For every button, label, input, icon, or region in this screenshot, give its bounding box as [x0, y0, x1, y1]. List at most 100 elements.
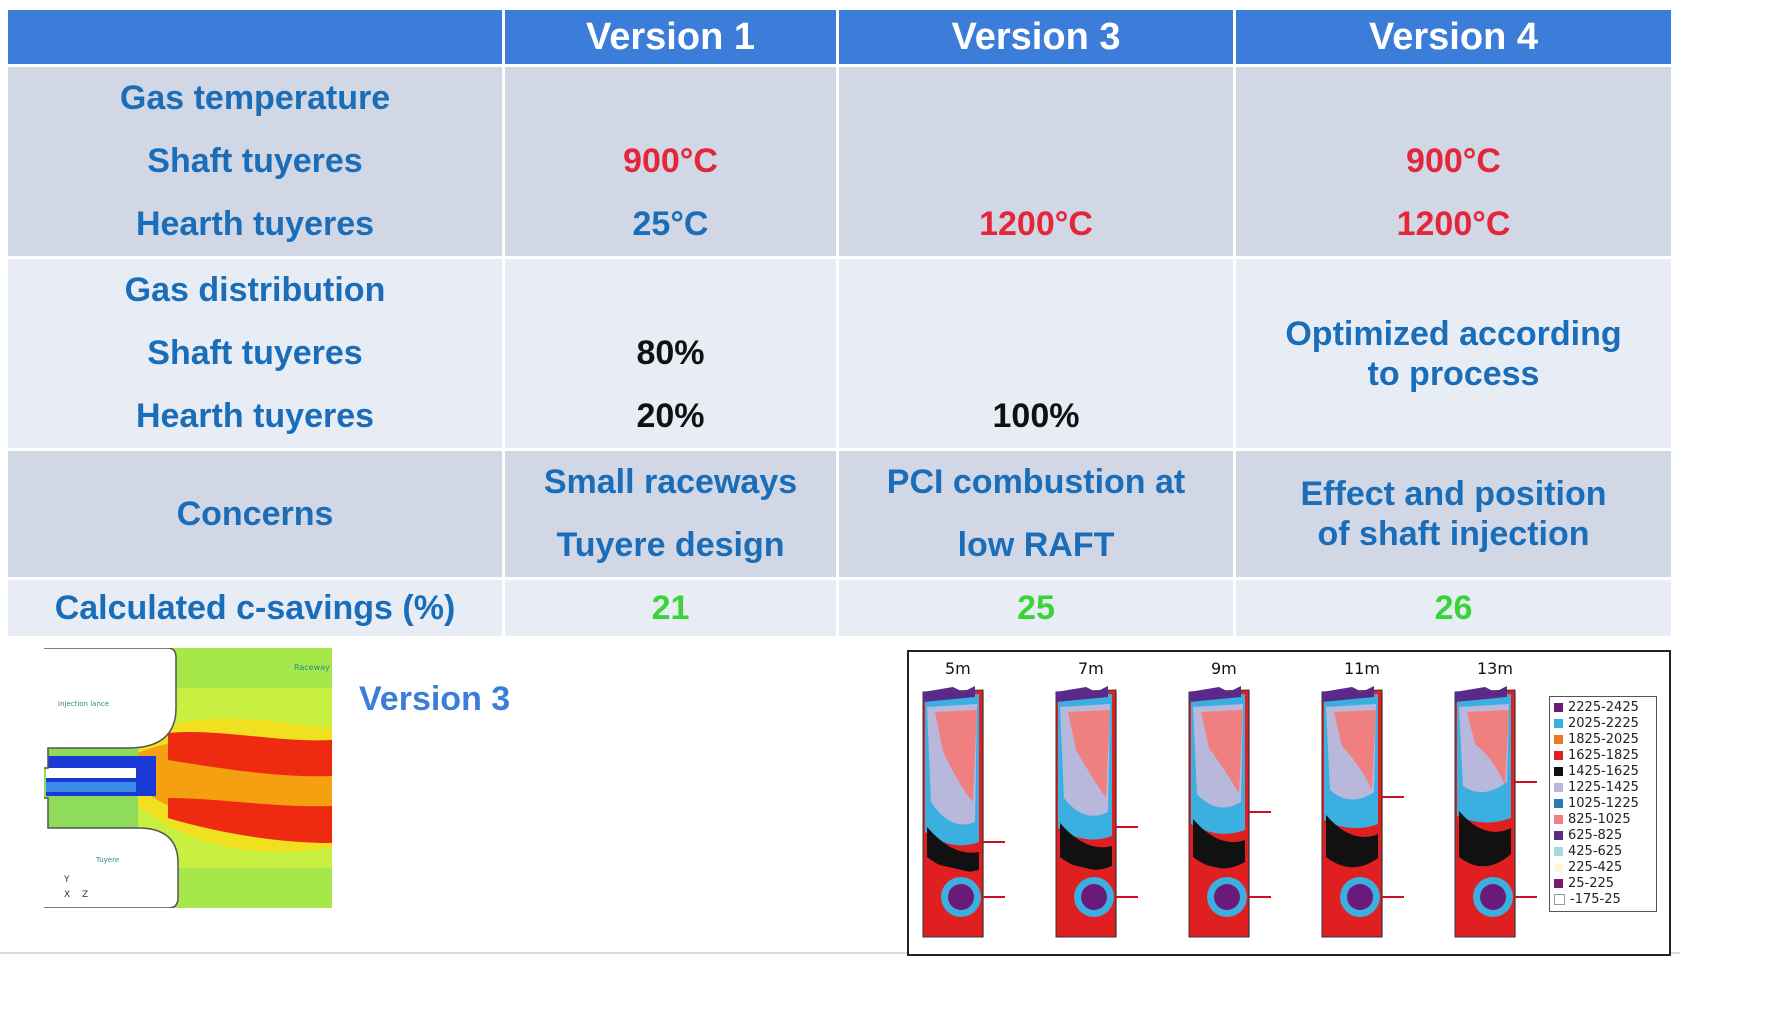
raceway-simulation-svg: Raceway Injection lance Tuyere Y X Z — [18, 648, 332, 908]
profile-column: 7m — [1055, 659, 1138, 938]
axis-z-label: Z — [82, 890, 88, 900]
cell-value: Effect and position of shaft injection — [1300, 475, 1607, 553]
comparison-table: Version 1 Version 3 Version 4 Gas temper… — [5, 7, 1674, 639]
row-title: Gas distribution — [124, 271, 386, 309]
legend-item: 225-425 — [1554, 860, 1652, 876]
legend-item: 625-825 — [1554, 828, 1652, 844]
header-version-1: Version 1 — [505, 10, 836, 64]
legend-swatch — [1554, 863, 1563, 872]
legend-swatch — [1554, 799, 1563, 808]
gas-distribution-label: Gas distribution Shaft tuyeres Hearth tu… — [8, 259, 502, 448]
cell-value: Tuyere design — [556, 526, 785, 564]
temperature-profile-panel: 5m 7m 9m 11m 13m 2225-2425 2025-2225 1825-2025… — [907, 650, 1671, 956]
legend-label: 1025-1225 — [1568, 796, 1639, 811]
cell-value: 20% — [636, 397, 705, 435]
legend-swatch — [1554, 831, 1563, 840]
axis-y-label: Y — [63, 875, 70, 885]
cell-value: Optimized according to process — [1285, 314, 1622, 393]
legend-swatch — [1554, 735, 1563, 744]
legend-item: 825-1025 — [1554, 812, 1652, 828]
legend-item: 25-225 — [1554, 876, 1652, 892]
gas-distribution-v3: 100% — [839, 259, 1233, 448]
legend-item: 425-625 — [1554, 844, 1652, 860]
profile-column: 13m — [1454, 659, 1537, 938]
savings-v3: 25 — [839, 580, 1233, 636]
header-row: Version 1 Version 3 Version 4 — [8, 10, 1671, 64]
legend-label: 225-425 — [1568, 860, 1623, 875]
cell-value — [839, 322, 1233, 385]
raceway-simulation-image: Raceway Injection lance Tuyere Y X Z — [18, 648, 332, 908]
cell-value: Small raceways — [543, 463, 798, 501]
cell-value — [839, 130, 1233, 193]
profile-column-label: 9m — [1211, 659, 1237, 678]
cell-value: 25°C — [632, 205, 709, 243]
profile-column-label: 11m — [1344, 659, 1380, 678]
profile-column-label: 13m — [1477, 659, 1513, 678]
tuyere-label: Tuyere — [95, 856, 119, 864]
profile-column-label: 7m — [1078, 659, 1104, 678]
legend-swatch — [1554, 815, 1563, 824]
legend-swatch — [1554, 751, 1563, 760]
concerns-label: Concerns — [8, 451, 502, 577]
header-version-3: Version 3 — [839, 10, 1233, 64]
legend-item: -175-25 — [1554, 892, 1652, 908]
row-sublabel: Hearth tuyeres — [135, 205, 375, 243]
gas-distribution-v1: 80% 20% — [505, 259, 836, 448]
cell-value: PCI combustion at — [886, 463, 1186, 501]
cell-value — [505, 67, 836, 130]
gas-temperature-v1: 900°C 25°C — [505, 67, 836, 256]
cell-value: 100% — [992, 397, 1080, 435]
legend-label: 625-825 — [1568, 828, 1623, 843]
legend-label: 825-1025 — [1568, 812, 1631, 827]
legend-label: 25-225 — [1568, 876, 1615, 891]
injection-lance-label: Injection lance — [58, 700, 109, 708]
legend-label: 2025-2225 — [1568, 716, 1639, 731]
version-3-caption: Version 3 — [359, 680, 511, 718]
cell-value — [839, 259, 1233, 322]
savings-row: Calculated c-savings (%) 21 25 26 — [8, 580, 1671, 636]
bottom-panel — [0, 650, 1680, 954]
legend-label: 1625-1825 — [1568, 748, 1639, 763]
profile-column-label: 5m — [945, 659, 971, 678]
axis-x-label: X — [64, 890, 70, 900]
legend-swatch — [1554, 703, 1563, 712]
cell-value: 80% — [636, 334, 705, 372]
profile-column: 9m — [1188, 659, 1271, 938]
raceway-label: Raceway — [294, 663, 330, 672]
gas-temperature-v4: 900°C 1200°C — [1236, 67, 1671, 256]
legend-swatch — [1554, 767, 1563, 776]
legend-label: -175-25 — [1570, 892, 1621, 907]
concerns-v4: Effect and position of shaft injection — [1236, 451, 1671, 577]
legend-swatch — [1554, 719, 1563, 728]
gas-distribution-v4: Optimized according to process — [1236, 259, 1671, 448]
row-sublabel: Shaft tuyeres — [147, 334, 363, 372]
legend-label: 1425-1625 — [1568, 764, 1639, 779]
legend-item: 1825-2025 — [1554, 732, 1652, 748]
profile-column: 5m — [922, 659, 1005, 938]
cell-value — [1236, 67, 1671, 130]
legend-item: 1225-1425 — [1554, 780, 1652, 796]
legend-item: 1625-1825 — [1554, 748, 1652, 764]
legend-item: 2225-2425 — [1554, 700, 1652, 716]
legend-label: 425-625 — [1568, 844, 1623, 859]
savings-v4: 26 — [1236, 580, 1671, 636]
legend-swatch — [1554, 879, 1563, 888]
gas-temperature-row: Gas temperature Shaft tuyeres Hearth tuy… — [8, 67, 1671, 256]
cell-value — [839, 67, 1233, 130]
savings-v1: 21 — [505, 580, 836, 636]
gas-temperature-v3: 1200°C — [839, 67, 1233, 256]
cell-value: 900°C — [1406, 142, 1501, 180]
legend-item: 2025-2225 — [1554, 716, 1652, 732]
legend-item: 1025-1225 — [1554, 796, 1652, 812]
cell-value: 1200°C — [1396, 205, 1511, 243]
row-sublabel: Shaft tuyeres — [147, 142, 363, 180]
profile-column: 11m — [1321, 659, 1404, 938]
legend-label: 1825-2025 — [1568, 732, 1639, 747]
cell-value: low RAFT — [957, 526, 1115, 564]
gas-temperature-label: Gas temperature Shaft tuyeres Hearth tuy… — [8, 67, 502, 256]
header-blank — [8, 10, 502, 64]
temperature-legend: 2225-2425 2025-2225 1825-2025 1625-1825 1425… — [1549, 696, 1657, 912]
legend-swatch — [1554, 894, 1565, 905]
row-sublabel: Hearth tuyeres — [135, 397, 375, 435]
gas-distribution-row: Gas distribution Shaft tuyeres Hearth tu… — [8, 259, 1671, 448]
